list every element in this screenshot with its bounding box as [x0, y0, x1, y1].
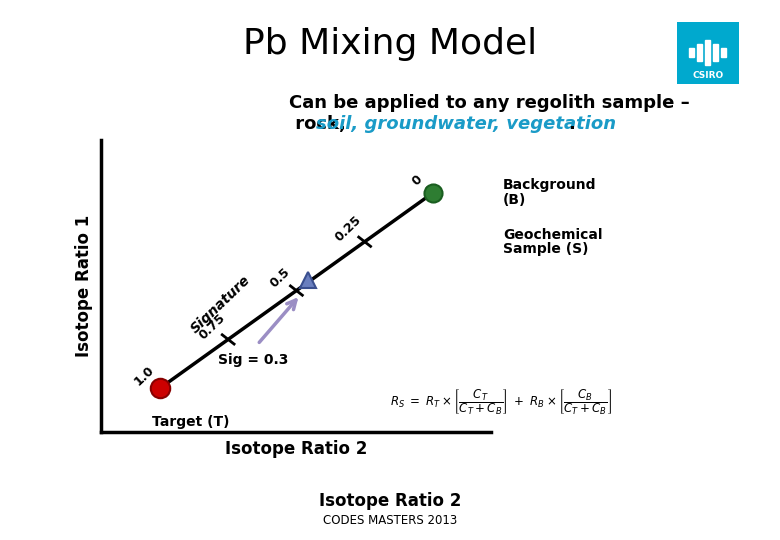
- Text: CODES MASTERS 2013: CODES MASTERS 2013: [323, 514, 457, 526]
- Bar: [697, 44, 702, 61]
- Bar: [689, 48, 694, 57]
- Text: .: .: [568, 115, 575, 133]
- Text: Sample (S): Sample (S): [503, 242, 589, 256]
- X-axis label: Isotope Ratio 2: Isotope Ratio 2: [225, 440, 367, 458]
- Text: Pb Mixing Model: Pb Mixing Model: [243, 27, 537, 61]
- Bar: [705, 40, 710, 65]
- Text: 0.25: 0.25: [333, 214, 364, 245]
- Text: $R_S\ =\ R_T \times \left[\dfrac{C_T}{C_T + C_B}\right]\ +\ R_B \times \left[\df: $R_S\ =\ R_T \times \left[\dfrac{C_T}{C_…: [390, 387, 612, 417]
- Text: rock,: rock,: [289, 115, 352, 133]
- Text: 0.75: 0.75: [197, 312, 228, 342]
- Text: soil, groundwater, vegetation: soil, groundwater, vegetation: [316, 115, 616, 133]
- Text: CSIRO: CSIRO: [692, 71, 724, 79]
- Text: (B): (B): [503, 193, 526, 207]
- Bar: [713, 44, 718, 61]
- Text: 0.5: 0.5: [268, 266, 292, 291]
- Y-axis label: Isotope Ratio 1: Isotope Ratio 1: [75, 215, 93, 357]
- Text: Sig = 0.3: Sig = 0.3: [218, 353, 289, 367]
- Text: Geochemical: Geochemical: [503, 228, 603, 242]
- Bar: [722, 48, 726, 57]
- Text: Background: Background: [503, 178, 597, 192]
- Text: 0: 0: [409, 172, 424, 188]
- Text: 1.0: 1.0: [131, 363, 156, 388]
- Text: Target (T): Target (T): [152, 415, 229, 429]
- Text: Can be applied to any regolith sample –: Can be applied to any regolith sample –: [289, 94, 690, 112]
- Text: Signature: Signature: [188, 273, 253, 336]
- Circle shape: [677, 22, 739, 84]
- Text: Isotope Ratio 2: Isotope Ratio 2: [319, 492, 461, 510]
